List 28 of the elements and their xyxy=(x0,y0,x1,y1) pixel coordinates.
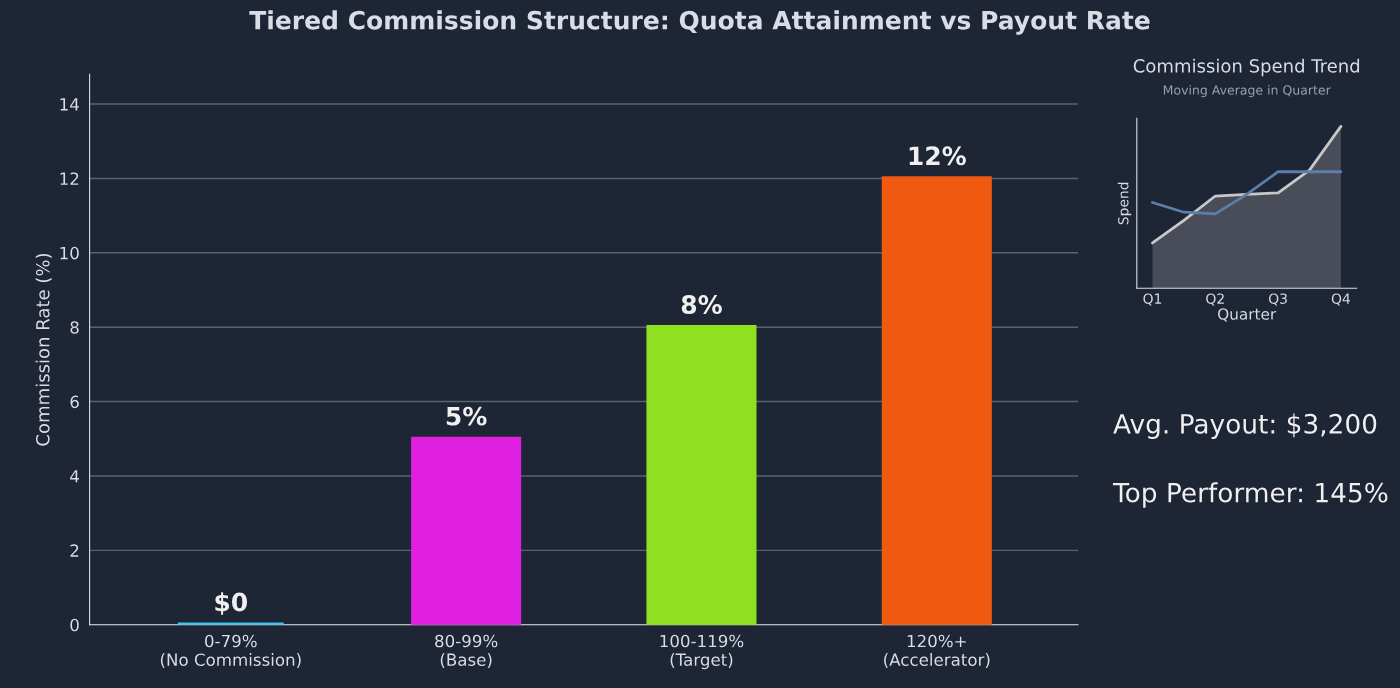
data-label: $0 xyxy=(215,592,247,615)
y-tick-label: 0 xyxy=(70,618,79,632)
chart-subtitle: Moving Average in Quarter xyxy=(1163,85,1331,98)
text: Avg. Payout: $3,200 xyxy=(1113,413,1377,439)
x-tick-label: Q4 xyxy=(1331,293,1350,306)
y-tick-label: 12 xyxy=(60,172,79,185)
x-tick-label: Q1 xyxy=(1143,293,1162,306)
data-label: 5% xyxy=(446,406,487,426)
text: Top Performer: 145% xyxy=(1112,482,1388,508)
y-tick-label: 4 xyxy=(70,470,79,483)
y-tick-label: 6 xyxy=(70,395,79,409)
x-tick-label: 120%+ (Accelerator) xyxy=(884,634,990,668)
data-label: 12% xyxy=(909,146,966,166)
y-axis-title: Commission Rate (%) xyxy=(35,253,52,446)
data-label: 8% xyxy=(681,295,722,315)
y-tick-label: 14 xyxy=(60,98,79,111)
x-tick-label: Q2 xyxy=(1206,293,1224,306)
chart-title: Tiered Commission Structure: Quota Attainment vs Payout Rate xyxy=(249,10,1150,35)
x-tick-label: 80-99% (Base) xyxy=(435,634,498,668)
x-tick-label: 0-79% (No Commission) xyxy=(160,634,301,668)
y-axis-title: Spend xyxy=(1117,182,1132,225)
chart-title: Commission Spend Trend xyxy=(1133,58,1360,77)
x-tick-label: Q3 xyxy=(1268,293,1287,306)
y-tick-label: 2 xyxy=(70,544,79,557)
y-tick-label: 8 xyxy=(70,321,79,334)
x-axis-title: Quarter xyxy=(1218,308,1277,322)
y-tick-label: 10 xyxy=(60,246,79,260)
x-tick-label: 100-119% (Target) xyxy=(660,634,744,670)
